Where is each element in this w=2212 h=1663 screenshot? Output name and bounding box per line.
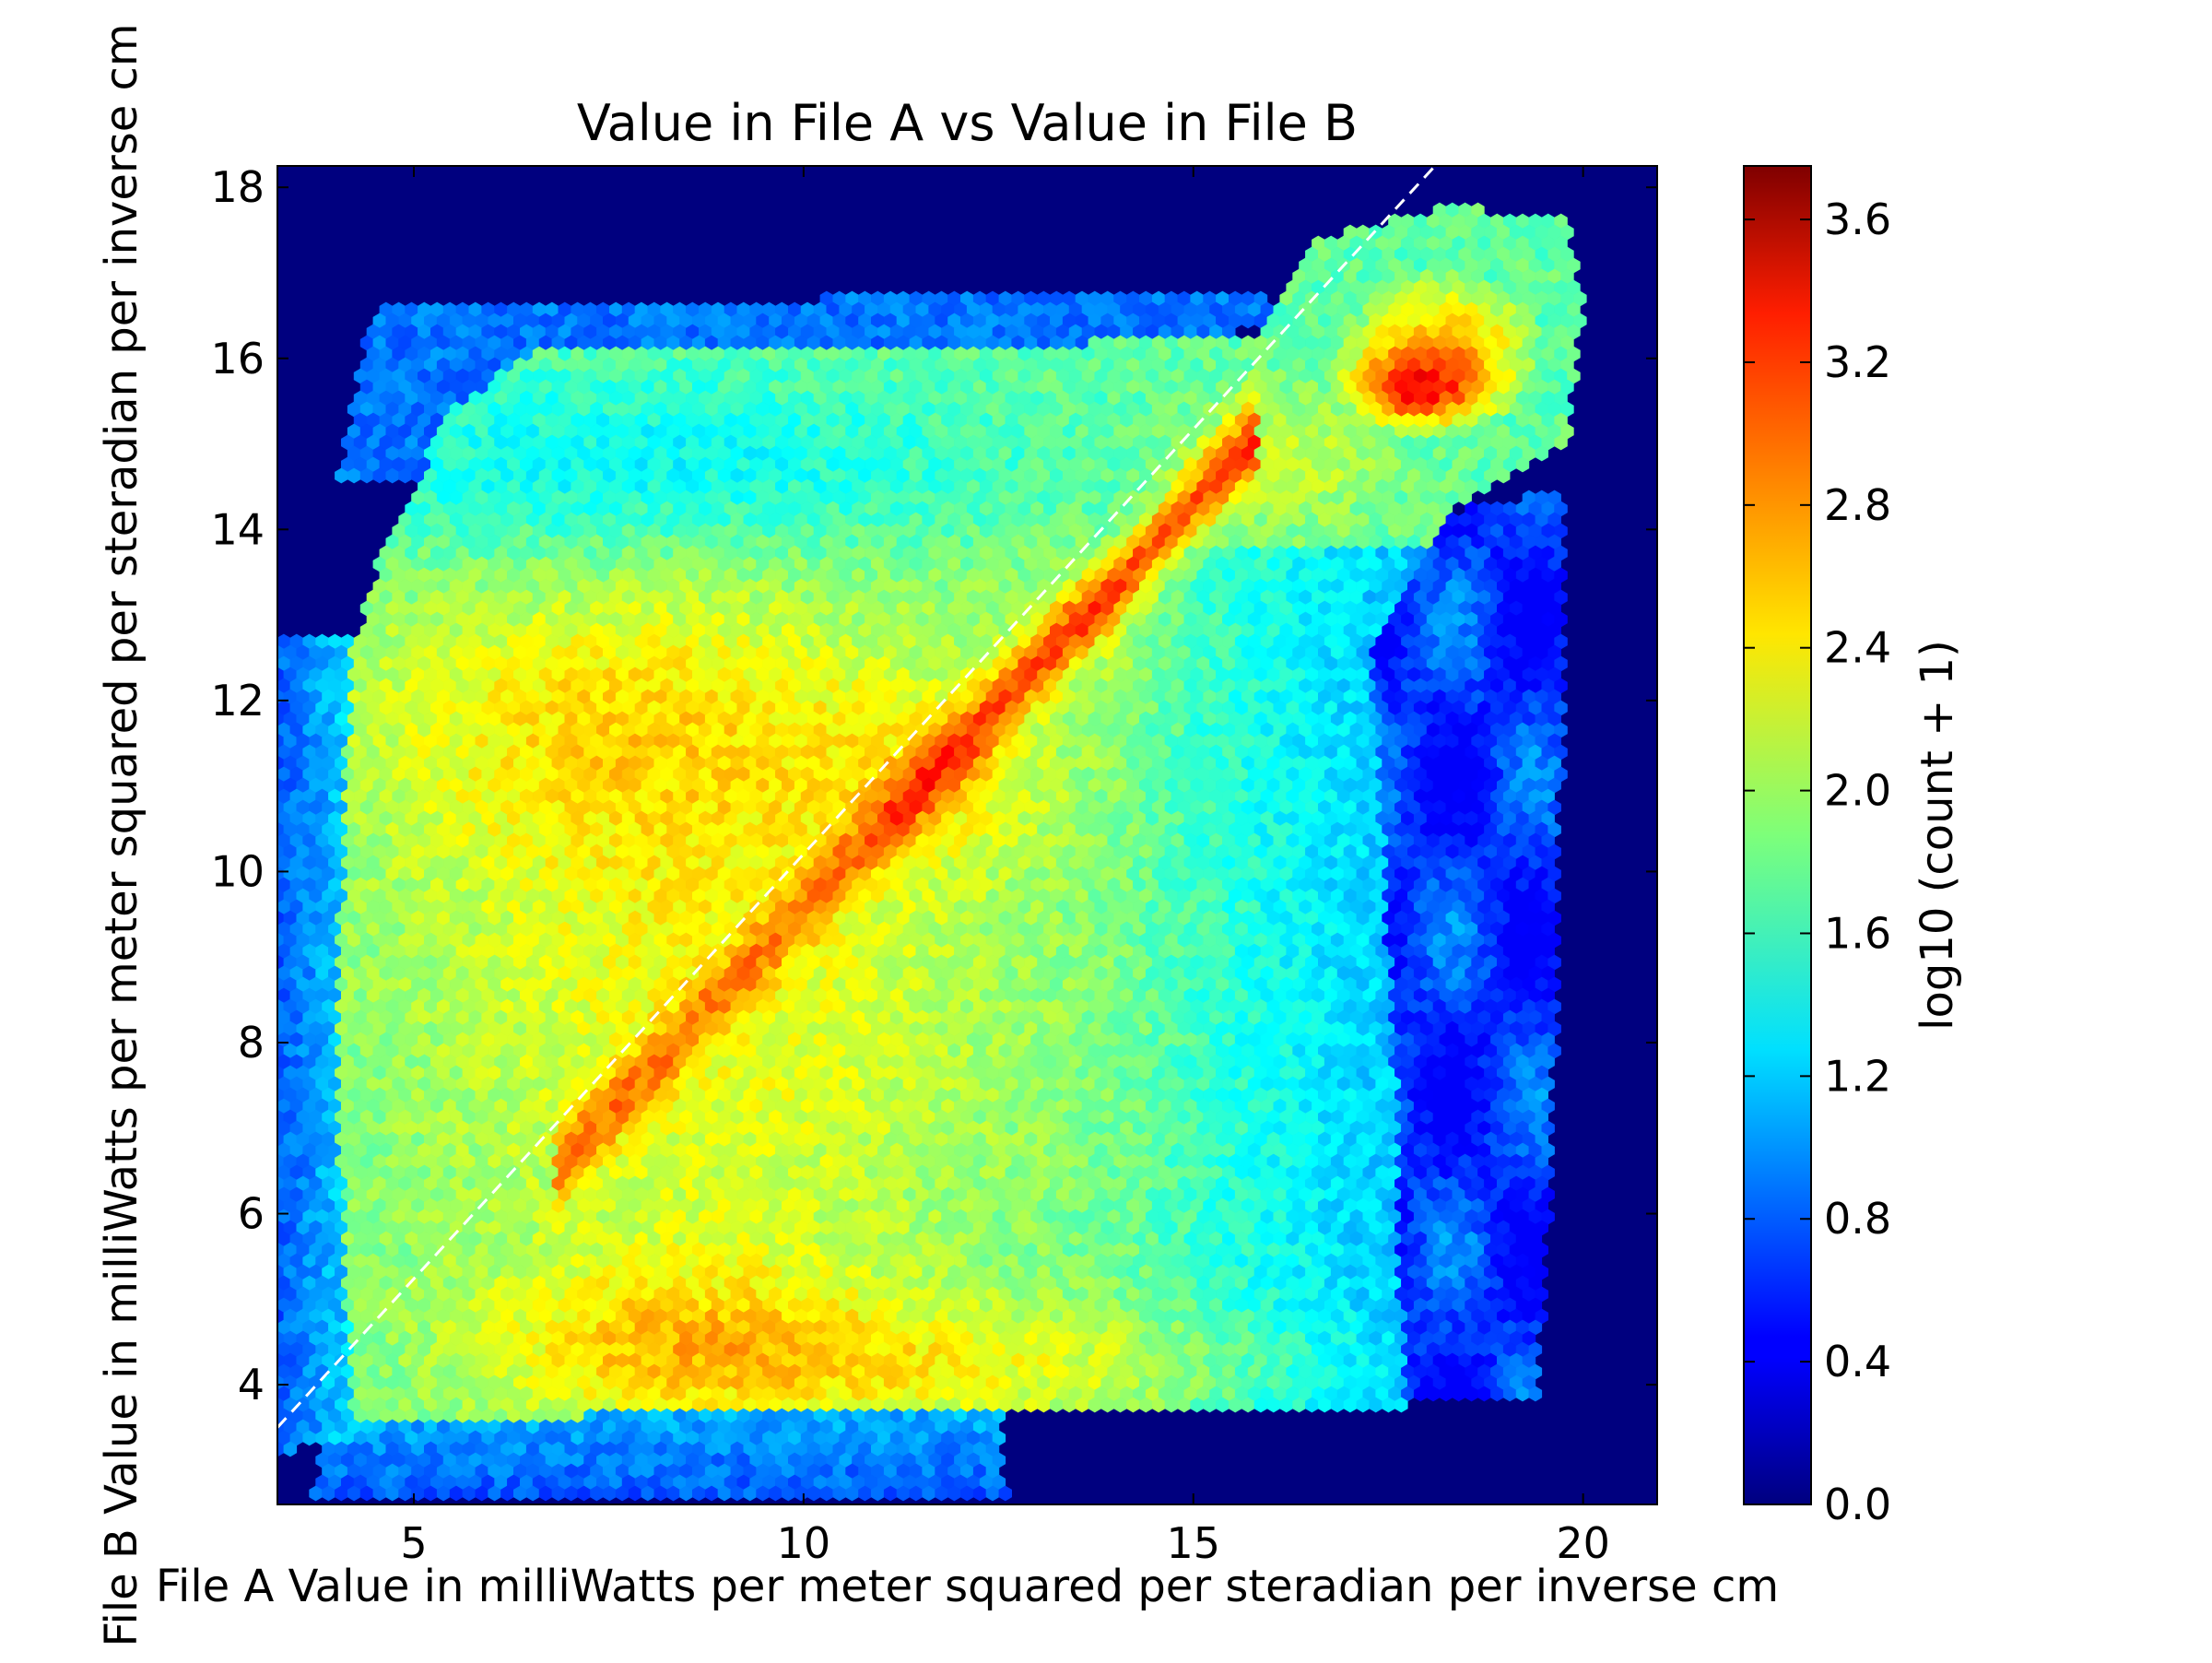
hexbin-cells <box>277 202 1587 1502</box>
chart-title: Value in File A vs Value in File B <box>577 94 1358 152</box>
